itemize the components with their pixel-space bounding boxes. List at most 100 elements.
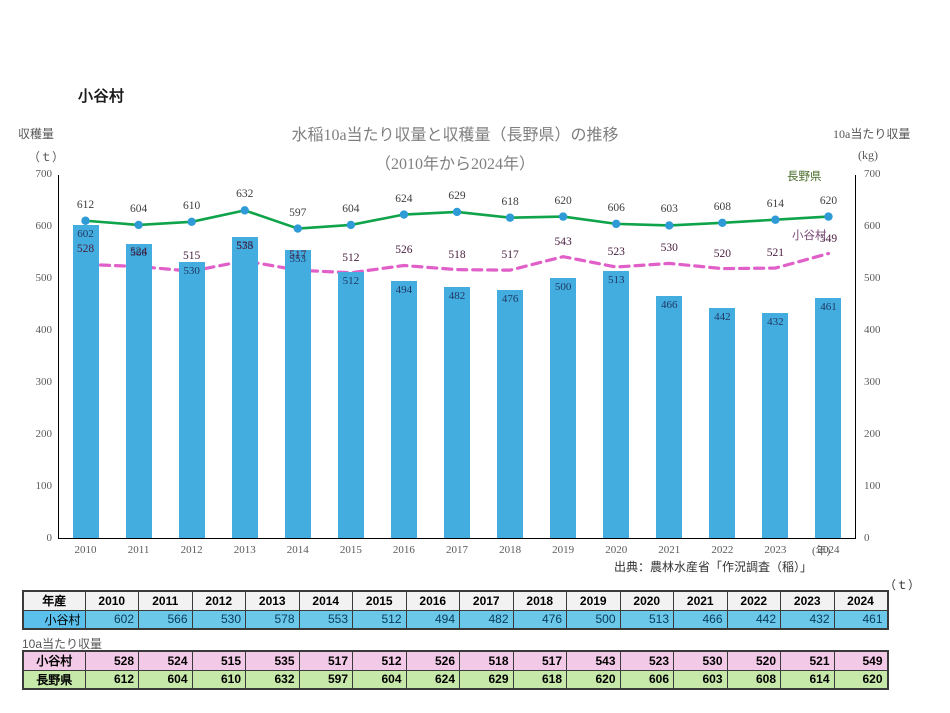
label-otari-2011: 524 xyxy=(129,245,148,258)
bar-value-2010: 602 xyxy=(77,227,94,240)
harvest-table: 年産 2010 2011 2012 2013 2014 2015 2016 2017 2018 2… xyxy=(22,590,889,630)
cell-harvest-2014: 553 xyxy=(298,609,353,630)
bar-2012: 530 xyxy=(178,262,205,538)
chart-series-svg xyxy=(81,206,833,275)
bar-value-2013: 578 xyxy=(236,240,253,253)
table-col-2011: 2011 xyxy=(138,590,193,611)
data-table-block: 年産 2010 2011 2012 2013 2014 2015 2016 2017 2018 2… xyxy=(22,590,889,630)
cell-harvest-2010: 602 xyxy=(84,609,139,630)
label-otari-2023: 521 xyxy=(766,247,785,260)
bar-2014: 553 xyxy=(284,250,311,538)
cell-otari-yield-2015: 512 xyxy=(352,650,407,671)
table-col-2023: 2023 xyxy=(780,590,835,611)
label-nagano-2012: 610 xyxy=(183,199,201,212)
table-mid-caption: 10a当たり収量 xyxy=(22,637,103,651)
cell-nagano-yield-2010: 612 xyxy=(84,669,139,690)
label-otari-2015: 512 xyxy=(342,251,360,264)
table-row-otari-yield: 小谷村 528 524 515 535 517 512 526 518 517 543 523 530… xyxy=(22,650,888,671)
cell-otari-yield-2016: 526 xyxy=(405,650,460,671)
table-col-2024: 2024 xyxy=(833,590,888,611)
table-unit-label: （ｔ） xyxy=(884,578,921,592)
row-label-nagano-yield: 長野県 xyxy=(22,669,86,690)
bar-value-2022: 442 xyxy=(714,311,731,324)
marker-nagano-2022 xyxy=(718,218,727,228)
y-tick-left-600: 600 xyxy=(35,220,53,232)
cell-harvest-2018: 476 xyxy=(512,609,567,630)
bar-value-2021: 466 xyxy=(661,298,678,311)
right-axis-unit: (kg) xyxy=(858,148,878,162)
bar-2021: 466 xyxy=(656,295,683,538)
cell-otari-yield-2021: 530 xyxy=(673,650,728,671)
label-otari-2016: 526 xyxy=(395,244,413,257)
label-nagano-2024: 620 xyxy=(819,194,838,207)
cell-otari-yield-2017: 518 xyxy=(459,650,514,671)
y-tick-left-500: 500 xyxy=(35,272,53,284)
y-tick-right-500: 500 xyxy=(864,272,881,284)
bar-2011: 566 xyxy=(125,243,152,538)
bar-2023: 432 xyxy=(762,313,789,538)
table-row-harvest: 小谷村 602 566 530 578 553 512 494 482 476 500 513 466… xyxy=(22,609,888,630)
y-tick-right-700: 700 xyxy=(864,168,881,180)
marker-nagano-2014 xyxy=(293,224,302,233)
label-nagano-2013: 632 xyxy=(236,188,254,201)
left-axis-title: 収穫量 xyxy=(18,127,55,141)
y-tick-right-0: 0 xyxy=(864,532,870,544)
cell-otari-yield-2010: 528 xyxy=(84,650,139,671)
cell-harvest-2013: 578 xyxy=(245,609,300,630)
y-tick-left-0: 0 xyxy=(46,532,53,544)
cell-harvest-2011: 566 xyxy=(138,609,193,630)
x-tick-2012: 2012 xyxy=(180,544,203,556)
bar-value-2016: 494 xyxy=(395,284,413,297)
y-tick-right-400: 400 xyxy=(864,324,881,336)
x-tick-2021: 2021 xyxy=(658,544,681,556)
bar-2016: 494 xyxy=(390,281,417,538)
marker-nagano-2011 xyxy=(134,220,143,230)
label-nagano-2014: 597 xyxy=(289,206,307,219)
x-tick-2019: 2019 xyxy=(552,544,575,556)
cell-harvest-2021: 466 xyxy=(673,609,728,630)
label-otari-2024: 549 xyxy=(819,232,838,245)
right-axis-title: 10a当たり収量 xyxy=(833,127,911,141)
marker-nagano-2013 xyxy=(240,206,249,215)
chart-subtitle: （2010年から2024年） xyxy=(374,156,535,173)
label-nagano-2020: 606 xyxy=(607,201,625,214)
marker-nagano-2015 xyxy=(346,220,356,230)
cell-nagano-yield-2018: 618 xyxy=(512,669,567,690)
table-header-row: 年産 2010 2011 2012 2013 2014 2015 2016 2017 2018 2… xyxy=(22,590,888,611)
label-otari-2013: 535 xyxy=(236,239,254,252)
table-col-2019: 2019 xyxy=(566,590,621,611)
bar-2013: 578 xyxy=(231,237,258,538)
cell-nagano-yield-2020: 606 xyxy=(619,669,674,690)
cell-otari-yield-2011: 524 xyxy=(138,650,193,671)
cell-harvest-2012: 530 xyxy=(191,609,246,630)
label-otari-2014: 517 xyxy=(289,249,307,262)
label-otari-2020: 523 xyxy=(607,246,625,259)
label-nagano-2017: 629 xyxy=(448,189,466,202)
bar-2010: 602 xyxy=(72,224,99,538)
cell-nagano-yield-2022: 608 xyxy=(726,669,781,690)
label-nagano-2011: 604 xyxy=(129,202,148,215)
cell-nagano-yield-2017: 629 xyxy=(459,669,514,690)
bar-value-2018: 476 xyxy=(501,293,519,306)
x-axis-unit: (年) xyxy=(812,545,831,557)
cell-nagano-yield-2012: 610 xyxy=(191,669,246,690)
cell-harvest-2022: 442 xyxy=(726,609,781,630)
label-otari-2019: 543 xyxy=(554,235,572,248)
table-corner-label: 年産 xyxy=(22,590,86,611)
table-col-2016: 2016 xyxy=(405,590,460,611)
page-title: 小谷村 xyxy=(78,88,125,105)
marker-nagano-2012 xyxy=(187,217,196,226)
marker-nagano-2016 xyxy=(399,210,409,219)
y-tick-left-400: 400 xyxy=(35,324,53,336)
bar-2024: 461 xyxy=(815,298,842,538)
cell-harvest-2019: 500 xyxy=(566,609,621,630)
cell-nagano-yield-2021: 603 xyxy=(673,669,728,690)
table-col-2020: 2020 xyxy=(619,590,674,611)
bar-value-2020: 513 xyxy=(607,274,625,287)
label-nagano-2021: 603 xyxy=(660,203,678,216)
yield-table-block: 小谷村 528 524 515 535 517 512 526 518 517 543 523 530… xyxy=(22,650,889,690)
y-tick-right-600: 600 xyxy=(864,220,881,232)
cell-nagano-yield-2019: 620 xyxy=(566,669,621,690)
label-otari-2022: 520 xyxy=(713,247,731,260)
x-tick-2017: 2017 xyxy=(446,544,468,556)
